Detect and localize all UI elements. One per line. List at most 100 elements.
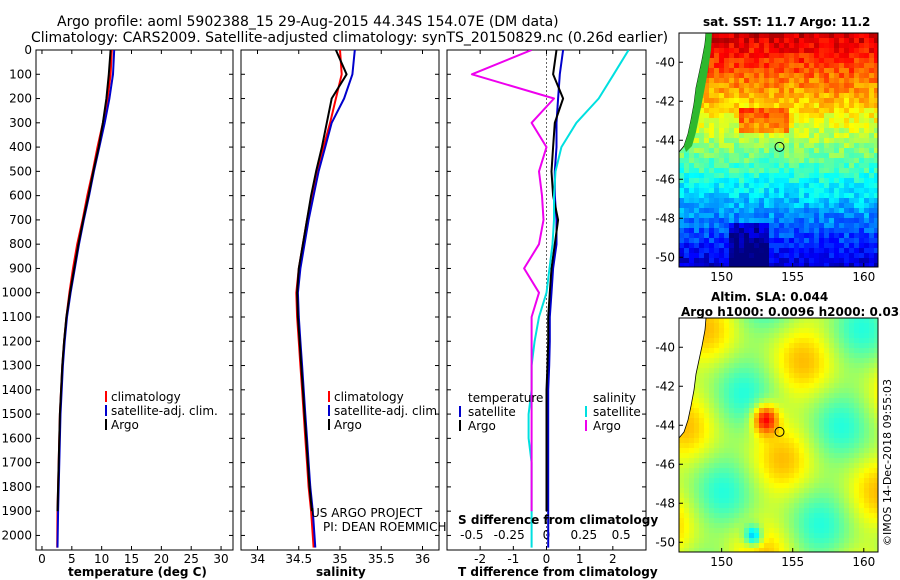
sst-cell	[844, 78, 850, 84]
sla-cell	[709, 428, 715, 434]
sst-cell	[719, 218, 725, 224]
x-tick-label: -1	[507, 552, 519, 566]
sla-cell	[789, 323, 795, 329]
sst-cell	[874, 148, 878, 154]
sla-cell	[779, 328, 785, 334]
sla-cell	[854, 513, 860, 519]
depth-tick-label: 1400	[1, 383, 32, 397]
sla-cell	[829, 443, 835, 449]
sst-cell	[809, 223, 815, 229]
sst-cell	[739, 113, 745, 119]
sla-cell	[749, 468, 755, 474]
sst-cell	[864, 38, 870, 44]
sla-cell	[734, 458, 740, 464]
sst-cell	[709, 243, 715, 249]
series-line-climatology	[295, 50, 343, 548]
sst-cell	[864, 53, 870, 59]
sla-cell	[759, 498, 765, 504]
sla-cell	[844, 423, 850, 429]
sla-cell	[819, 333, 825, 339]
sla-cell	[764, 473, 770, 479]
sla-cell	[754, 368, 760, 374]
sst-cell	[719, 233, 725, 239]
sla-cell	[854, 523, 860, 529]
sla-cell	[864, 523, 870, 529]
sla-cell	[789, 463, 795, 469]
sst-cell	[794, 53, 800, 59]
sst-cell	[679, 263, 685, 267]
sla-cell	[759, 393, 765, 399]
sla-cell	[734, 328, 740, 334]
s-diff-tick-label: 0.5	[612, 528, 631, 542]
sst-cell	[744, 123, 750, 129]
sla-cell	[729, 398, 735, 404]
sla-cell	[739, 383, 745, 389]
sst-cell	[714, 193, 720, 199]
sla-cell	[819, 498, 825, 504]
sla-cell	[754, 398, 760, 404]
sst-cell	[859, 243, 865, 249]
sst-cell	[704, 118, 710, 124]
sla-cell	[744, 473, 750, 479]
sst-cell	[744, 258, 750, 264]
sla-cell	[694, 528, 700, 534]
sla-cell	[769, 473, 775, 479]
sla-cell	[759, 508, 765, 514]
sst-cell	[714, 73, 720, 79]
sst-cell	[679, 243, 685, 249]
sst-cell	[844, 138, 850, 144]
salinity-xlabel: salinity	[316, 565, 366, 579]
sst-cell	[849, 93, 855, 99]
sst-cell	[774, 138, 780, 144]
sst-cell	[774, 253, 780, 259]
sla-cell	[814, 463, 820, 469]
sla-cell	[679, 478, 685, 484]
sst-cell	[799, 223, 805, 229]
sla-cell	[854, 423, 860, 429]
sla-cell	[774, 358, 780, 364]
sla-cell	[774, 468, 780, 474]
sla-cell	[864, 363, 870, 369]
sst-cell	[759, 88, 765, 94]
sla-cell	[704, 543, 710, 549]
sla-cell	[814, 388, 820, 394]
sla-cell	[769, 418, 775, 424]
legend-swatch-temp-argo	[459, 420, 461, 431]
sla-cell	[834, 538, 840, 544]
sla-cell	[839, 323, 845, 329]
sla-cell	[729, 483, 735, 489]
sla-cell	[874, 503, 878, 509]
sst-cell	[729, 213, 735, 219]
sla-cell	[709, 333, 715, 339]
sst-cell	[859, 218, 865, 224]
sst-cell	[704, 223, 710, 229]
sla-cell	[714, 453, 720, 459]
sla-cell	[739, 483, 745, 489]
sst-cell	[844, 213, 850, 219]
sla-cell	[744, 338, 750, 344]
sla-cell	[769, 538, 775, 544]
sla-cell	[694, 523, 700, 529]
sla-cell	[679, 483, 685, 489]
sst-cell	[854, 118, 860, 124]
sst-cell	[714, 258, 720, 264]
sst-cell	[819, 233, 825, 239]
sst-cell	[834, 233, 840, 239]
legend-label-satellite: satellite-adj. clim.	[334, 404, 441, 418]
sla-cell	[779, 418, 785, 424]
sla-cell	[799, 523, 805, 529]
sla-cell	[849, 373, 855, 379]
sst-cell	[859, 88, 865, 94]
sst-cell	[769, 198, 775, 204]
sst-cell	[714, 168, 720, 174]
sla-cell	[704, 468, 710, 474]
sst-cell	[854, 208, 860, 214]
sst-cell	[719, 228, 725, 234]
sla-cell	[854, 443, 860, 449]
sla-cell	[734, 378, 740, 384]
sst-cell	[809, 53, 815, 59]
depth-tick-label: 1800	[1, 480, 32, 494]
sla-cell	[764, 413, 770, 419]
sla-cell	[799, 323, 805, 329]
sst-cell	[734, 113, 740, 119]
